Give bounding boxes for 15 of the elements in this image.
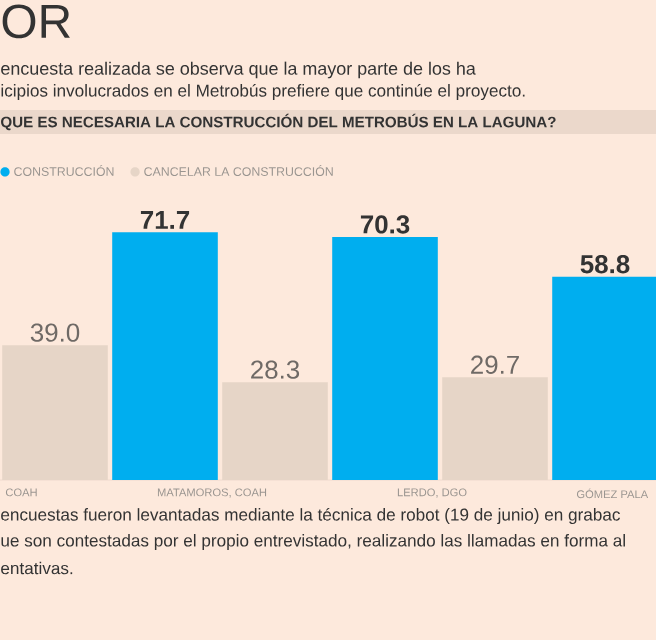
bar — [332, 237, 438, 480]
chart-title: OR — [2, 4, 70, 39]
text: entativas. — [1, 561, 73, 575]
text: ue son contestadas por el propio entrevistado, realizando las llamadas en forma al — [1, 534, 625, 550]
data-label: 58.8 — [580, 255, 630, 274]
data-label: 71.7 — [140, 210, 190, 229]
data-label: 39.0 — [30, 323, 80, 342]
data-label: 29.7 — [471, 355, 519, 374]
data-label: 70.3 — [360, 215, 410, 234]
bar — [552, 276, 656, 480]
chart-subtitle: encuesta realizada se observa que la mayor parte de los ha — [1, 61, 476, 79]
data-label: 28.3 — [251, 360, 300, 379]
text: encuestas fueron levantadas mediante la técnica de robot (19 de junio) en grabac — [1, 507, 620, 525]
bar — [112, 232, 218, 480]
text: icipios involucrados en el Metrobús prefiere que continúe el proyecto. — [1, 83, 525, 101]
